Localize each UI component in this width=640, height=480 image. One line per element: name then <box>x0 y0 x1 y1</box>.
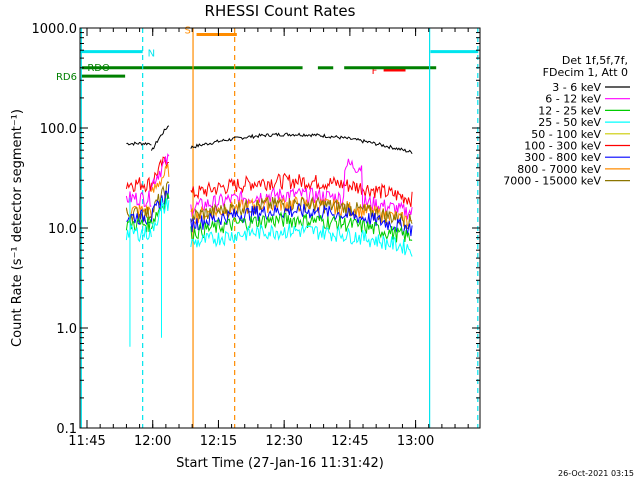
series-line <box>190 202 413 237</box>
series-line <box>125 176 152 193</box>
footer-timestamp: 26-Oct-2021 03:15 <box>558 469 634 478</box>
flag-label: N <box>148 49 155 60</box>
flag-label: RD6 <box>56 72 77 83</box>
x-tick-label: 11:45 <box>68 434 105 449</box>
y-tick-label: 1000.0 <box>32 22 78 37</box>
plot-frame <box>79 27 481 429</box>
legend-entry-label: 50 - 100 keV <box>531 128 601 141</box>
x-axis-label: Start Time (27-Jan-16 11:31:42) <box>176 456 384 471</box>
series-line <box>151 198 170 232</box>
legend-entry-label: 800 - 7000 keV <box>517 163 601 176</box>
x-tick-label: 12:15 <box>200 434 237 449</box>
legend-entry-label: 300 - 800 keV <box>524 151 601 164</box>
legend-header: FDecim 1, Att 0 <box>543 66 628 79</box>
series-line <box>150 152 170 191</box>
y-tick-label: 1.0 <box>56 322 77 337</box>
series-line <box>150 125 170 151</box>
y-axis-label: Count Rate (s⁻¹ detector segment⁻¹) <box>10 109 25 347</box>
series-line <box>150 184 170 222</box>
series-line <box>125 216 152 233</box>
series-line <box>190 223 413 257</box>
flag-label: S <box>185 26 191 37</box>
x-axis-ticks: 11:45 12:00 12:15 12:30 12:45 13:00 <box>68 28 469 449</box>
series-line <box>190 132 413 155</box>
legend-entry-label: 7000 - 15000 keV <box>503 175 601 188</box>
legend-entry-label: 25 - 50 keV <box>538 116 601 129</box>
x-tick-label: 12:00 <box>134 434 171 449</box>
series-line <box>125 190 152 209</box>
series-line <box>150 156 169 188</box>
legend-entry-label: 3 - 6 keV <box>552 81 601 94</box>
legend-entry-label: 12 - 25 keV <box>538 104 601 117</box>
series-line <box>126 141 152 146</box>
series-line <box>125 224 152 243</box>
y-tick-label: 100.0 <box>40 122 77 137</box>
series-line <box>190 210 413 243</box>
legend-header: Det 1f,5f,7f, <box>562 54 628 67</box>
series-line <box>150 163 170 193</box>
flag-label: RDO <box>87 63 110 74</box>
flag-bars: N S F RDO RD6 <box>56 26 479 83</box>
legend-entry-label: 100 - 300 keV <box>524 140 601 153</box>
attenuator-lines <box>80 28 479 428</box>
y-axis-ticks: 0.1 1.0 10.0 100.0 1000.0 <box>32 22 480 437</box>
legend-entry-label: 6 - 12 keV <box>545 93 601 106</box>
flag-label: F <box>372 66 378 77</box>
series-lines <box>125 125 413 347</box>
chart-title: RHESSI Count Rates <box>205 2 356 20</box>
y-tick-label: 10.0 <box>48 222 77 237</box>
y-tick-label: 0.1 <box>56 422 77 437</box>
x-tick-label: 12:45 <box>331 434 368 449</box>
series-line <box>190 172 413 208</box>
x-tick-label: 13:00 <box>397 434 434 449</box>
x-tick-label: 12:30 <box>265 434 302 449</box>
